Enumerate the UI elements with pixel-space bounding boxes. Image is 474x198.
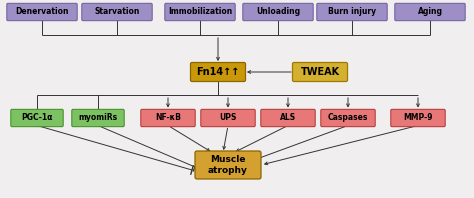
FancyBboxPatch shape — [7, 3, 77, 21]
Text: TWEAK: TWEAK — [301, 67, 339, 77]
Text: Burn injury: Burn injury — [328, 8, 376, 16]
Text: Denervation: Denervation — [15, 8, 69, 16]
Text: Immobilization: Immobilization — [168, 8, 232, 16]
FancyBboxPatch shape — [261, 109, 315, 127]
FancyBboxPatch shape — [72, 109, 124, 127]
FancyBboxPatch shape — [243, 3, 313, 21]
Text: myomiRs: myomiRs — [78, 113, 118, 123]
Text: UPS: UPS — [219, 113, 237, 123]
FancyBboxPatch shape — [395, 3, 465, 21]
Text: MMP-9: MMP-9 — [403, 113, 433, 123]
Text: Starvation: Starvation — [94, 8, 140, 16]
FancyBboxPatch shape — [292, 63, 347, 82]
Text: Aging: Aging — [418, 8, 443, 16]
Text: PGC-1α: PGC-1α — [21, 113, 53, 123]
FancyBboxPatch shape — [195, 151, 261, 179]
Text: Unloading: Unloading — [256, 8, 300, 16]
Text: ALS: ALS — [280, 113, 296, 123]
FancyBboxPatch shape — [191, 63, 246, 82]
Text: Fn14↑↑: Fn14↑↑ — [196, 67, 240, 77]
Text: Caspases: Caspases — [328, 113, 368, 123]
FancyBboxPatch shape — [201, 109, 255, 127]
Text: Muscle
atrophy: Muscle atrophy — [208, 155, 248, 175]
FancyBboxPatch shape — [82, 3, 152, 21]
FancyBboxPatch shape — [317, 3, 387, 21]
FancyBboxPatch shape — [11, 109, 63, 127]
FancyBboxPatch shape — [391, 109, 445, 127]
Text: NF-κB: NF-κB — [155, 113, 181, 123]
FancyBboxPatch shape — [321, 109, 375, 127]
FancyBboxPatch shape — [141, 109, 195, 127]
FancyBboxPatch shape — [165, 3, 235, 21]
